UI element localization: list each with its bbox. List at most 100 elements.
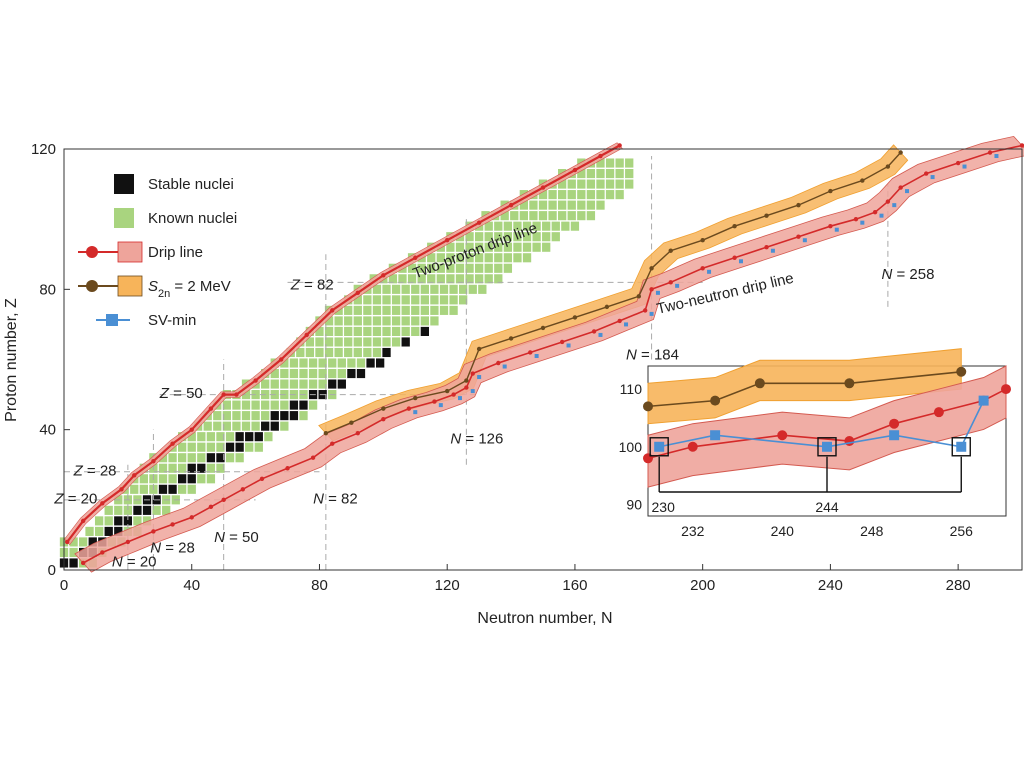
known-nucleus xyxy=(449,284,458,294)
neutron-drip-point xyxy=(80,560,86,566)
inset-drip-point xyxy=(777,430,788,441)
neutron-drip-point xyxy=(451,392,456,397)
annotation-rest: = 126 xyxy=(461,431,503,448)
known-nucleus xyxy=(318,368,327,379)
known-nucleus xyxy=(605,190,615,200)
sv-min-point xyxy=(879,213,884,218)
known-nucleus xyxy=(363,347,372,358)
known-nucleus xyxy=(382,337,391,347)
sv-min-point xyxy=(892,203,897,208)
known-nucleus xyxy=(328,368,337,379)
known-nucleus xyxy=(542,242,551,252)
annotation-italic: Z xyxy=(159,385,170,402)
inset-callout-label: 244 xyxy=(815,499,839,515)
annotation-rest: = 82 xyxy=(300,276,334,293)
sv-min-point xyxy=(770,248,775,253)
known-nucleus xyxy=(261,400,270,410)
inset-drip-point xyxy=(889,418,900,429)
known-nucleus xyxy=(206,432,216,442)
stable-nucleus xyxy=(216,453,225,463)
known-nucleus xyxy=(420,295,429,305)
known-nucleus xyxy=(519,200,528,210)
known-nucleus xyxy=(344,316,353,326)
known-nucleus xyxy=(344,347,353,358)
known-nucleus xyxy=(548,190,557,200)
known-nucleus xyxy=(142,516,152,526)
neutron-drip-point xyxy=(189,515,194,520)
stable-nucleus xyxy=(69,558,78,568)
known-nucleus xyxy=(615,158,624,168)
known-nucleus xyxy=(401,284,410,294)
known-nucleus xyxy=(270,400,279,410)
known-nucleus xyxy=(158,463,168,473)
known-nucleus xyxy=(315,347,324,358)
neutron-drip-point xyxy=(987,150,993,155)
known-nucleus xyxy=(468,284,477,294)
known-nucleus xyxy=(382,295,391,305)
proton-drip-point xyxy=(381,273,386,278)
known-nucleus xyxy=(225,432,235,442)
known-nucleus xyxy=(353,316,362,326)
known-nucleus xyxy=(586,211,596,221)
annotation-italic: Z xyxy=(53,490,64,507)
known-nucleus xyxy=(459,284,468,294)
s2n-point xyxy=(381,406,386,411)
s2n-point xyxy=(445,388,450,394)
known-nucleus xyxy=(178,463,187,473)
annotation-label: N = 126 xyxy=(450,431,503,448)
known-nucleus xyxy=(197,442,206,452)
legend-label: S2n = 2 MeV xyxy=(148,278,231,300)
neutron-drip-point xyxy=(853,216,859,222)
stable-nucleus xyxy=(375,358,385,368)
known-nucleus xyxy=(567,211,576,221)
known-nucleus xyxy=(529,200,538,210)
known-nucleus xyxy=(213,411,222,421)
proton-drip-point xyxy=(445,238,450,243)
known-nucleus xyxy=(529,211,538,221)
stable-nucleus xyxy=(123,516,133,526)
known-nucleus xyxy=(551,221,560,231)
stable-nucleus xyxy=(245,432,254,442)
proton-drip-point xyxy=(508,202,514,208)
known-nucleus xyxy=(324,337,334,347)
known-nucleus xyxy=(625,168,634,179)
x-tick-label: 160 xyxy=(562,577,587,594)
known-nucleus xyxy=(446,274,455,284)
neutron-drip-point xyxy=(406,406,412,411)
known-nucleus xyxy=(353,305,362,315)
known-nucleus xyxy=(411,316,420,326)
known-nucleus xyxy=(299,358,308,368)
known-nucleus xyxy=(324,316,334,326)
known-nucleus xyxy=(401,305,410,315)
legend-label-main: S xyxy=(148,278,158,295)
known-nucleus xyxy=(168,474,177,484)
known-nucleus xyxy=(388,274,398,284)
known-nucleus xyxy=(478,284,487,294)
neutron-drip-point xyxy=(700,266,705,271)
known-nucleus xyxy=(420,316,429,326)
stable-nucleus xyxy=(289,411,299,421)
known-nucleus xyxy=(484,274,493,284)
x-tick-label: 280 xyxy=(946,577,971,594)
neutron-drip-point xyxy=(432,399,437,404)
known-nucleus xyxy=(465,274,474,284)
known-nucleus xyxy=(187,442,196,452)
known-nucleus xyxy=(280,421,289,431)
known-nucleus xyxy=(187,453,196,463)
annotation-italic: N xyxy=(881,266,892,283)
known-nucleus xyxy=(178,453,187,463)
annotation-rest: = 28 xyxy=(83,462,117,479)
known-nucleus xyxy=(241,411,251,421)
known-nucleus xyxy=(334,337,343,347)
known-nucleus xyxy=(465,232,474,242)
known-nucleus xyxy=(178,442,187,452)
plot-frame xyxy=(63,148,1023,571)
s2n-point xyxy=(604,304,610,310)
inset-drip-point xyxy=(933,407,944,418)
known-nucleus xyxy=(299,411,308,421)
known-nucleus xyxy=(586,200,596,210)
known-nucleus xyxy=(344,305,353,315)
axes: 0 40 80 120 160 200 240 280 0 40 80 120 xyxy=(31,141,1023,594)
known-nucleus xyxy=(538,200,548,210)
annotation-rest: = 50 xyxy=(169,385,203,402)
